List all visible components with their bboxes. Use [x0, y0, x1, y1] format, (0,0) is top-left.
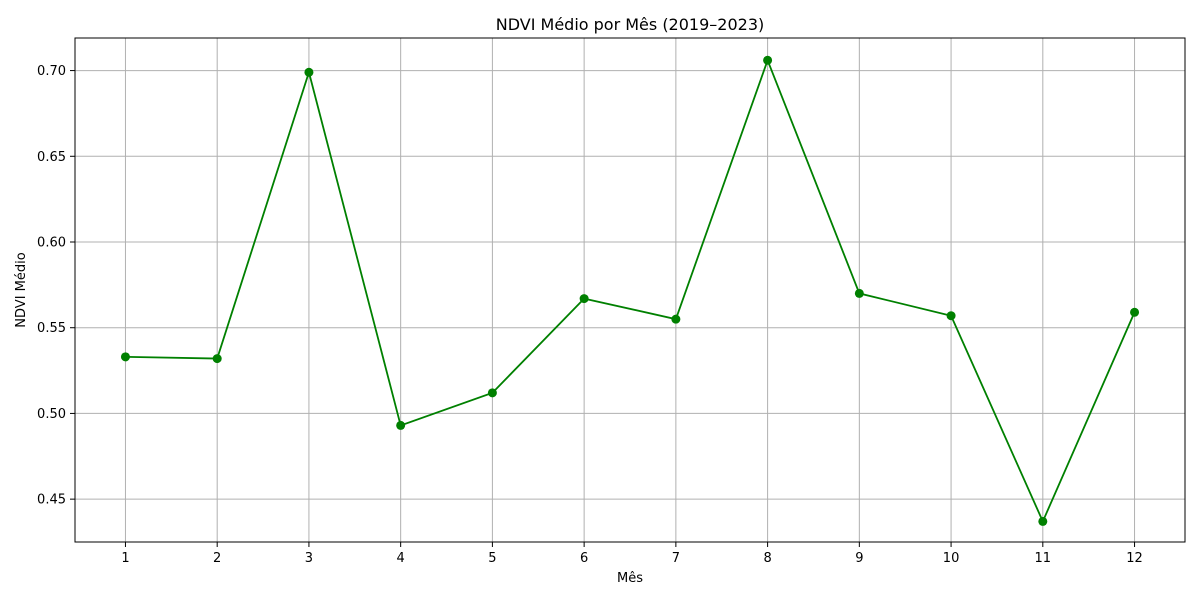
y-axis-label: NDVI Médio: [14, 252, 29, 327]
x-axis-label: Mês: [617, 571, 643, 586]
x-tick-label: 1: [121, 551, 129, 566]
series-layer: [120, 55, 1140, 526]
x-tick-label: 3: [305, 551, 313, 566]
grid-layer: [75, 38, 1185, 542]
data-point: [120, 352, 130, 362]
x-tick-label: 4: [397, 551, 405, 566]
data-point: [1130, 307, 1140, 317]
x-tick-label: 12: [1126, 551, 1143, 566]
ticks-layer: 1 2 3 4 5 6 7 8 9 10 11 120.450.500.550.600.650.70: [37, 64, 1143, 566]
data-point: [854, 288, 864, 298]
series-line: [125, 57, 1136, 524]
data-point: [579, 294, 589, 304]
data-point: [1038, 516, 1048, 526]
y-tick-label: 0.55: [37, 321, 66, 336]
data-point: [487, 388, 497, 398]
x-tick-label: 8: [763, 551, 771, 566]
y-tick-label: 0.60: [37, 236, 66, 251]
x-tick-label: 11: [1035, 551, 1052, 566]
x-tick-label: 9: [855, 551, 863, 566]
data-point: [763, 55, 773, 65]
chart-title: NDVI Médio por Mês (2019–2023): [496, 15, 764, 34]
data-point: [212, 354, 222, 364]
x-tick-label: 2: [213, 551, 221, 566]
data-point: [396, 420, 406, 430]
data-point: [671, 314, 681, 324]
x-tick-label: 5: [488, 551, 496, 566]
data-point: [304, 67, 314, 77]
y-tick-label: 0.50: [37, 407, 66, 422]
x-tick-label: 7: [672, 551, 680, 566]
data-point: [946, 311, 956, 321]
y-tick-label: 0.70: [37, 64, 66, 79]
x-tick-label: 6: [580, 551, 588, 566]
y-tick-label: 0.65: [37, 150, 66, 165]
y-tick-label: 0.45: [37, 493, 66, 508]
plot-frame: [74, 37, 1186, 543]
x-tick-label: 10: [943, 551, 960, 566]
